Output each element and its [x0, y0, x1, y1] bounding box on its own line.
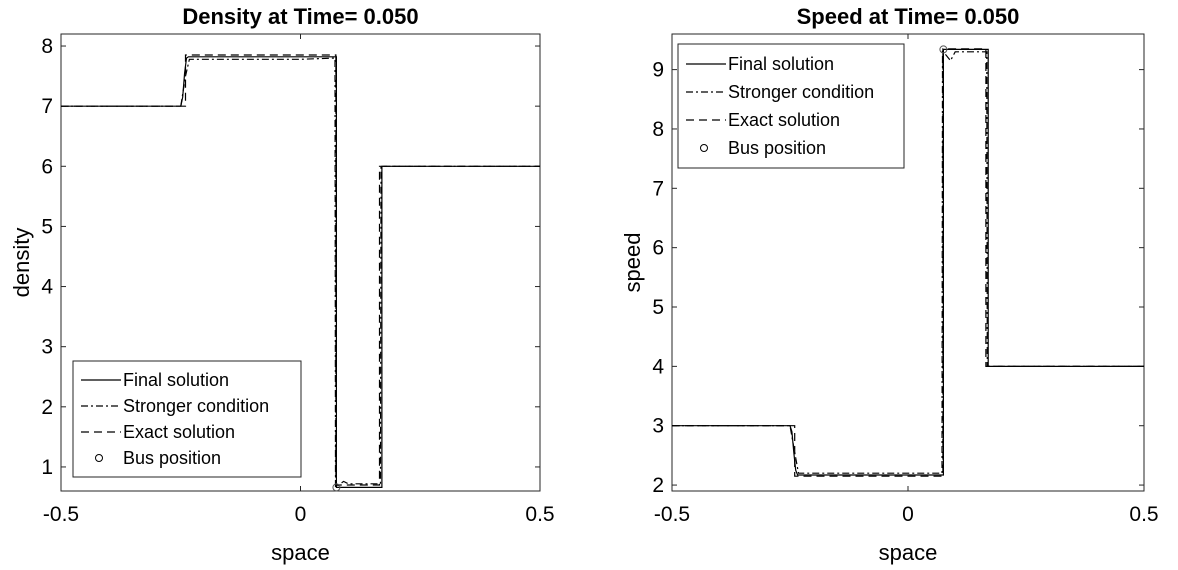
y-tick-label: 6 [652, 237, 664, 260]
legend-entry-label: Bus position [123, 448, 221, 468]
chart-panel-2: -0.5 0 0.5 2 3 4 5 6 7 8 9 Speed at Time= 0.050 spac… [620, 4, 1159, 565]
y-tick-label: 3 [652, 415, 664, 438]
bus-position-marker [939, 45, 948, 54]
x-tick-label: 0 [902, 503, 914, 526]
y-axis-label: speed [620, 233, 645, 293]
chart-title: Density at Time= 0.050 [182, 4, 418, 29]
legend-entry-label: Exact solution [123, 422, 235, 442]
y-tick-label: 5 [41, 215, 53, 238]
series-line-solid [672, 48, 1144, 476]
bus-position-marker [332, 483, 341, 492]
x-tick-label: -0.5 [43, 503, 79, 526]
series-line-dashdot [61, 57, 540, 489]
chart-title: Speed at Time= 0.050 [797, 4, 1020, 29]
legend-entry-label: Final solution [123, 370, 229, 390]
y-tick-label: 1 [41, 456, 53, 479]
y-tick-label: 9 [652, 59, 664, 82]
x-tick-label: 0.5 [525, 503, 554, 526]
y-tick-label: 6 [41, 155, 53, 178]
legend-entry-label: Bus position [728, 138, 826, 158]
legend: Final solution Stronger condition Exact so… [72, 360, 302, 478]
x-tick-label: -0.5 [654, 503, 690, 526]
y-tick-label: 3 [41, 336, 53, 359]
legend-entry-label: Stronger condition [123, 396, 269, 416]
y-tick-label: 2 [652, 474, 664, 497]
y-tick-label: 8 [41, 35, 53, 58]
legend-entry-label: Stronger condition [728, 82, 874, 102]
x-axis-label: space [271, 540, 330, 565]
legend-entry-label: Exact solution [728, 110, 840, 130]
y-tick-label: 4 [652, 355, 664, 378]
legend: Final solution Stronger condition Exact so… [677, 43, 905, 169]
y-tick-label: 8 [652, 118, 664, 141]
y-tick-label: 4 [41, 276, 53, 299]
legend-box [677, 43, 905, 169]
y-tick-label: 2 [41, 396, 53, 419]
series-line-dashed [61, 54, 540, 486]
y-axis-label: density [9, 228, 34, 298]
series-line-dashed [672, 48, 1144, 477]
x-axis-label: space [879, 540, 938, 565]
legend-marker-bus [95, 454, 103, 462]
x-tick-label: 0.5 [1129, 503, 1158, 526]
y-tick-label: 7 [652, 177, 664, 200]
legend-entry-label: Final solution [728, 54, 834, 74]
x-tick-label: 0 [295, 503, 307, 526]
legend-marker-bus [700, 144, 708, 152]
y-tick-label: 5 [652, 296, 664, 319]
series-line-solid [61, 56, 540, 488]
y-tick-label: 7 [41, 95, 53, 118]
chart-panel-1: -0.5 0 0.5 1 2 3 4 5 6 7 8 Density at Time= 0.050 sp… [9, 4, 555, 565]
